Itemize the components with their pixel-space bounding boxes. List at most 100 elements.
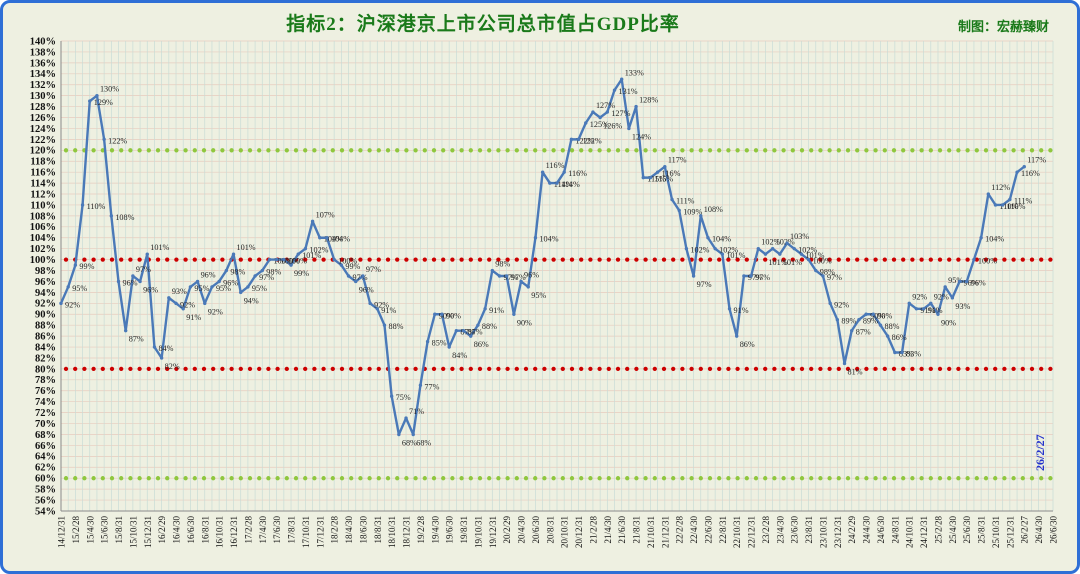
svg-text:15/6/30: 15/6/30 xyxy=(100,516,110,544)
svg-text:90%: 90% xyxy=(439,311,454,320)
svg-text:70%: 70% xyxy=(35,419,56,430)
svg-text:92%: 92% xyxy=(374,300,389,309)
svg-text:122%: 122% xyxy=(30,135,56,146)
svg-text:21/4/30: 21/4/30 xyxy=(603,516,613,544)
svg-text:19/2/28: 19/2/28 xyxy=(416,516,426,544)
svg-text:116%: 116% xyxy=(568,169,587,178)
svg-text:91%: 91% xyxy=(186,313,201,322)
svg-text:104%: 104% xyxy=(324,235,343,244)
svg-text:114%: 114% xyxy=(554,180,573,189)
svg-text:94%: 94% xyxy=(244,296,259,305)
svg-text:19/10/31: 19/10/31 xyxy=(473,516,483,548)
svg-text:108%: 108% xyxy=(704,205,723,214)
svg-text:21/6/30: 21/6/30 xyxy=(617,516,627,544)
svg-text:86%: 86% xyxy=(35,332,56,343)
svg-text:92%: 92% xyxy=(35,299,56,310)
svg-text:25/8/31: 25/8/31 xyxy=(977,516,987,544)
chart-title: 指标2：沪深港京上市公司总市值占GDP比率 xyxy=(286,14,680,35)
svg-text:23/10/31: 23/10/31 xyxy=(818,516,828,548)
svg-text:97%: 97% xyxy=(259,273,274,282)
svg-text:100%: 100% xyxy=(338,257,357,266)
svg-text:101%: 101% xyxy=(237,243,256,252)
svg-text:94%: 94% xyxy=(35,288,56,299)
svg-text:24/10/31: 24/10/31 xyxy=(905,516,915,548)
svg-text:24/4/30: 24/4/30 xyxy=(862,516,872,544)
svg-text:18/12/31: 18/12/31 xyxy=(402,516,412,548)
svg-text:84%: 84% xyxy=(35,342,56,353)
svg-text:87%: 87% xyxy=(460,328,475,337)
svg-text:98%: 98% xyxy=(820,268,835,277)
svg-text:60%: 60% xyxy=(35,474,56,485)
svg-text:107%: 107% xyxy=(316,210,335,219)
svg-text:25/4/30: 25/4/30 xyxy=(948,516,958,544)
svg-text:97%: 97% xyxy=(755,273,770,282)
svg-text:97%: 97% xyxy=(827,273,842,282)
svg-text:98%: 98% xyxy=(266,268,281,277)
svg-text:19/6/30: 19/6/30 xyxy=(445,516,455,544)
svg-text:18/2/28: 18/2/28 xyxy=(330,516,340,544)
svg-text:16/4/30: 16/4/30 xyxy=(172,516,182,544)
svg-text:24/2/29: 24/2/29 xyxy=(847,516,857,544)
svg-text:17/4/30: 17/4/30 xyxy=(258,516,268,544)
svg-text:91%: 91% xyxy=(734,306,749,315)
svg-text:89%: 89% xyxy=(863,317,878,326)
svg-text:95%: 95% xyxy=(72,284,87,293)
svg-text:20/12/31: 20/12/31 xyxy=(574,516,584,548)
svg-text:17/8/31: 17/8/31 xyxy=(287,516,297,544)
svg-text:68%: 68% xyxy=(402,438,417,447)
svg-text:18/4/30: 18/4/30 xyxy=(344,516,354,544)
chart-credit: 制图：宏赫臻财 xyxy=(957,19,1049,34)
svg-text:86%: 86% xyxy=(740,340,755,349)
svg-text:95%: 95% xyxy=(194,284,209,293)
svg-text:80%: 80% xyxy=(35,364,56,375)
svg-text:115%: 115% xyxy=(647,175,666,184)
svg-text:72%: 72% xyxy=(35,408,56,419)
svg-text:20/6/30: 20/6/30 xyxy=(531,516,541,544)
svg-text:110%: 110% xyxy=(30,200,56,211)
svg-text:117%: 117% xyxy=(668,156,687,165)
svg-text:97%: 97% xyxy=(511,273,526,282)
latest-date-annotation: 26/2/27 xyxy=(1033,434,1047,471)
svg-text:21/8/31: 21/8/31 xyxy=(632,516,642,544)
svg-text:122%: 122% xyxy=(583,136,602,145)
svg-text:122%: 122% xyxy=(108,136,127,145)
svg-text:23/6/30: 23/6/30 xyxy=(790,516,800,544)
svg-text:87%: 87% xyxy=(129,335,144,344)
svg-text:22/12/31: 22/12/31 xyxy=(747,516,757,548)
svg-text:92%: 92% xyxy=(934,292,949,301)
svg-text:97%: 97% xyxy=(136,265,151,274)
svg-text:124%: 124% xyxy=(632,132,651,141)
svg-text:86%: 86% xyxy=(474,340,489,349)
svg-text:85%: 85% xyxy=(432,339,447,348)
svg-text:136%: 136% xyxy=(30,58,56,69)
svg-text:97%: 97% xyxy=(353,273,368,282)
svg-text:62%: 62% xyxy=(35,463,56,474)
svg-text:74%: 74% xyxy=(35,397,56,408)
svg-text:24/12/31: 24/12/31 xyxy=(919,516,929,548)
svg-text:130%: 130% xyxy=(100,85,119,94)
svg-text:83%: 83% xyxy=(899,350,914,359)
svg-text:19/12/31: 19/12/31 xyxy=(488,516,498,548)
svg-text:84%: 84% xyxy=(452,351,467,360)
svg-text:116%: 116% xyxy=(546,161,565,170)
svg-text:22/4/30: 22/4/30 xyxy=(689,516,699,544)
svg-text:126%: 126% xyxy=(30,113,56,124)
svg-text:88%: 88% xyxy=(388,322,403,331)
svg-text:102%: 102% xyxy=(798,246,817,255)
svg-text:23/4/30: 23/4/30 xyxy=(775,516,785,544)
svg-text:99%: 99% xyxy=(345,262,360,271)
svg-text:101%: 101% xyxy=(783,258,802,267)
svg-text:120%: 120% xyxy=(30,146,56,157)
svg-text:97%: 97% xyxy=(748,273,763,282)
svg-text:126%: 126% xyxy=(603,122,622,131)
svg-text:90%: 90% xyxy=(941,318,956,327)
svg-text:25/12/31: 25/12/31 xyxy=(1005,516,1015,548)
svg-text:15/12/31: 15/12/31 xyxy=(143,516,153,548)
svg-text:101%: 101% xyxy=(150,243,169,252)
svg-text:140%: 140% xyxy=(30,36,56,47)
svg-text:92%: 92% xyxy=(180,300,195,309)
svg-text:130%: 130% xyxy=(30,91,56,102)
svg-text:112%: 112% xyxy=(991,183,1010,192)
svg-text:133%: 133% xyxy=(625,68,644,77)
